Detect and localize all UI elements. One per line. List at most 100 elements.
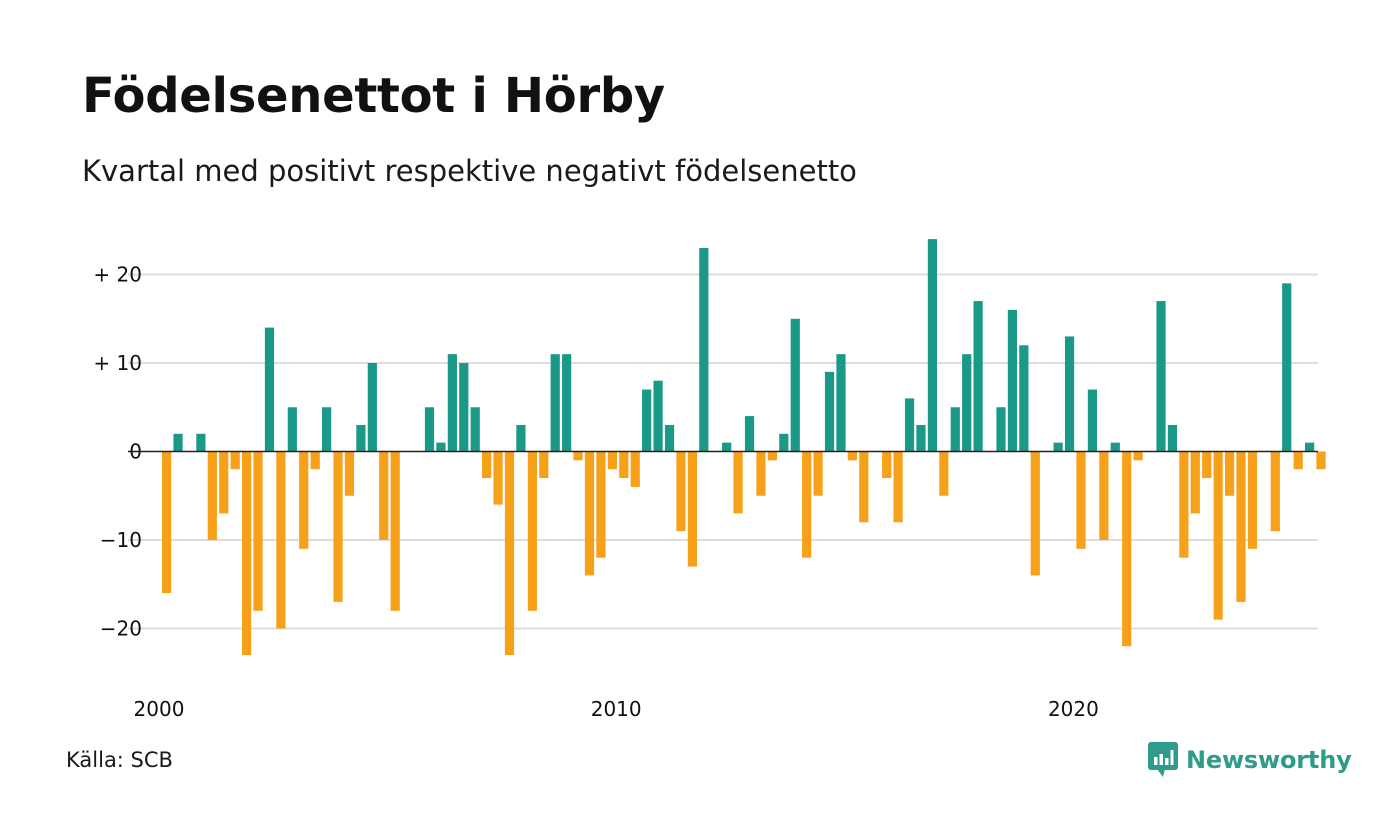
source-note: Källa: SCB: [66, 748, 173, 772]
bar-negative: [1316, 451, 1326, 470]
y-axis-ticks: + 20 + 10 0 −10 −20: [93, 263, 142, 641]
bar-positive: [916, 424, 926, 452]
bar-positive: [824, 371, 835, 452]
bar-negative: [813, 451, 823, 496]
bar-positive: [996, 407, 1006, 452]
newsworthy-logo-icon: [1148, 742, 1178, 777]
bar-negative: [1122, 451, 1132, 647]
bar-negative: [1236, 451, 1246, 602]
bar-negative: [1030, 451, 1040, 576]
bar-negative: [504, 451, 515, 656]
bar-negative: [1270, 451, 1280, 532]
bar-negative: [676, 451, 686, 532]
bar-negative: [493, 451, 503, 505]
x-tick-label: 2010: [591, 697, 642, 721]
y-tick-label: + 20: [93, 263, 142, 287]
bar-positive: [1087, 389, 1098, 452]
bar-positive: [1019, 345, 1029, 452]
bar-negative: [1202, 451, 1212, 479]
bar-positive: [447, 354, 457, 452]
bar-negative: [230, 451, 240, 470]
bar-positive: [950, 407, 960, 452]
x-tick-label: 2020: [1048, 697, 1099, 721]
bar-negative: [573, 451, 583, 461]
bar-positive: [459, 363, 469, 452]
bar-negative: [733, 451, 743, 514]
bar-negative: [299, 451, 309, 549]
bar-negative: [607, 451, 617, 470]
bar-negative: [687, 451, 697, 567]
bar-positive: [1156, 301, 1166, 452]
x-axis-ticks: 2000 2010 2020: [134, 697, 1099, 721]
y-tick-label: + 10: [93, 351, 142, 375]
bar-positive: [1167, 424, 1178, 452]
bar-negative: [207, 451, 217, 540]
bar-negative: [1224, 451, 1235, 496]
chart-subtitle: Kvartal med positivt respektive negativt…: [82, 154, 857, 188]
y-tick-label: 0: [129, 440, 142, 464]
bar-positive: [436, 442, 446, 452]
bars: [162, 239, 1326, 656]
bar-positive: [424, 407, 435, 452]
bar-positive: [744, 416, 755, 452]
bar-positive: [642, 389, 652, 452]
bar-positive: [1007, 309, 1018, 452]
bar-negative: [1179, 451, 1189, 558]
y-tick-label: −20: [100, 617, 142, 641]
bar-positive: [904, 398, 915, 452]
bar-positive: [962, 354, 972, 452]
bar-positive: [367, 363, 377, 452]
bar-positive: [973, 301, 983, 452]
bar-negative: [253, 451, 263, 611]
bar-negative: [527, 451, 537, 611]
bar-negative: [630, 451, 640, 487]
bar-negative: [162, 451, 172, 594]
bar-negative: [1247, 451, 1258, 549]
bar-negative: [1213, 451, 1223, 620]
bar-negative: [333, 451, 343, 602]
bar-negative: [310, 451, 320, 470]
bar-positive: [1053, 442, 1063, 452]
bar-negative: [939, 451, 949, 496]
bar-positive: [836, 354, 846, 452]
bar-positive: [699, 247, 709, 452]
x-tick-label: 2000: [134, 697, 185, 721]
bar-positive: [779, 433, 789, 452]
bar-negative: [539, 451, 549, 479]
bar-positive: [1282, 283, 1292, 452]
bar-negative: [1190, 451, 1200, 514]
bar-positive: [356, 424, 366, 452]
bar-positive: [470, 407, 480, 452]
bar-negative: [219, 451, 229, 514]
bar-positive: [722, 442, 732, 452]
gridlines: [128, 273, 1318, 630]
brand-name: Newsworthy: [1186, 746, 1352, 774]
chart-plot: + 20 + 10 0 −10 −20 2000 2010 2020: [93, 239, 1326, 721]
bar-negative: [767, 451, 777, 461]
bar-negative: [756, 451, 766, 496]
bar-positive: [196, 433, 206, 452]
bar-positive: [264, 327, 275, 452]
bar-positive: [322, 407, 332, 452]
bar-negative: [1076, 451, 1086, 549]
bar-negative: [596, 451, 606, 558]
bar-positive: [550, 354, 560, 452]
bar-negative: [276, 451, 286, 629]
bar-negative: [859, 451, 869, 523]
bar-negative: [482, 451, 492, 479]
bar-positive: [287, 407, 297, 452]
bar-negative: [379, 451, 389, 540]
chart-title: Födelsenettot i Hörby: [82, 68, 665, 124]
bar-negative: [584, 451, 595, 576]
bar-positive: [653, 380, 663, 452]
bar-positive: [173, 433, 183, 452]
bar-positive: [562, 354, 572, 452]
bar-negative: [1099, 451, 1109, 540]
bar-positive: [1064, 336, 1075, 452]
bar-positive: [790, 318, 800, 452]
bar-negative: [344, 451, 355, 496]
bar-negative: [1133, 451, 1143, 461]
bar-negative: [893, 451, 903, 523]
brand-logo: Newsworthy: [1148, 742, 1352, 778]
bar-negative: [242, 451, 252, 656]
